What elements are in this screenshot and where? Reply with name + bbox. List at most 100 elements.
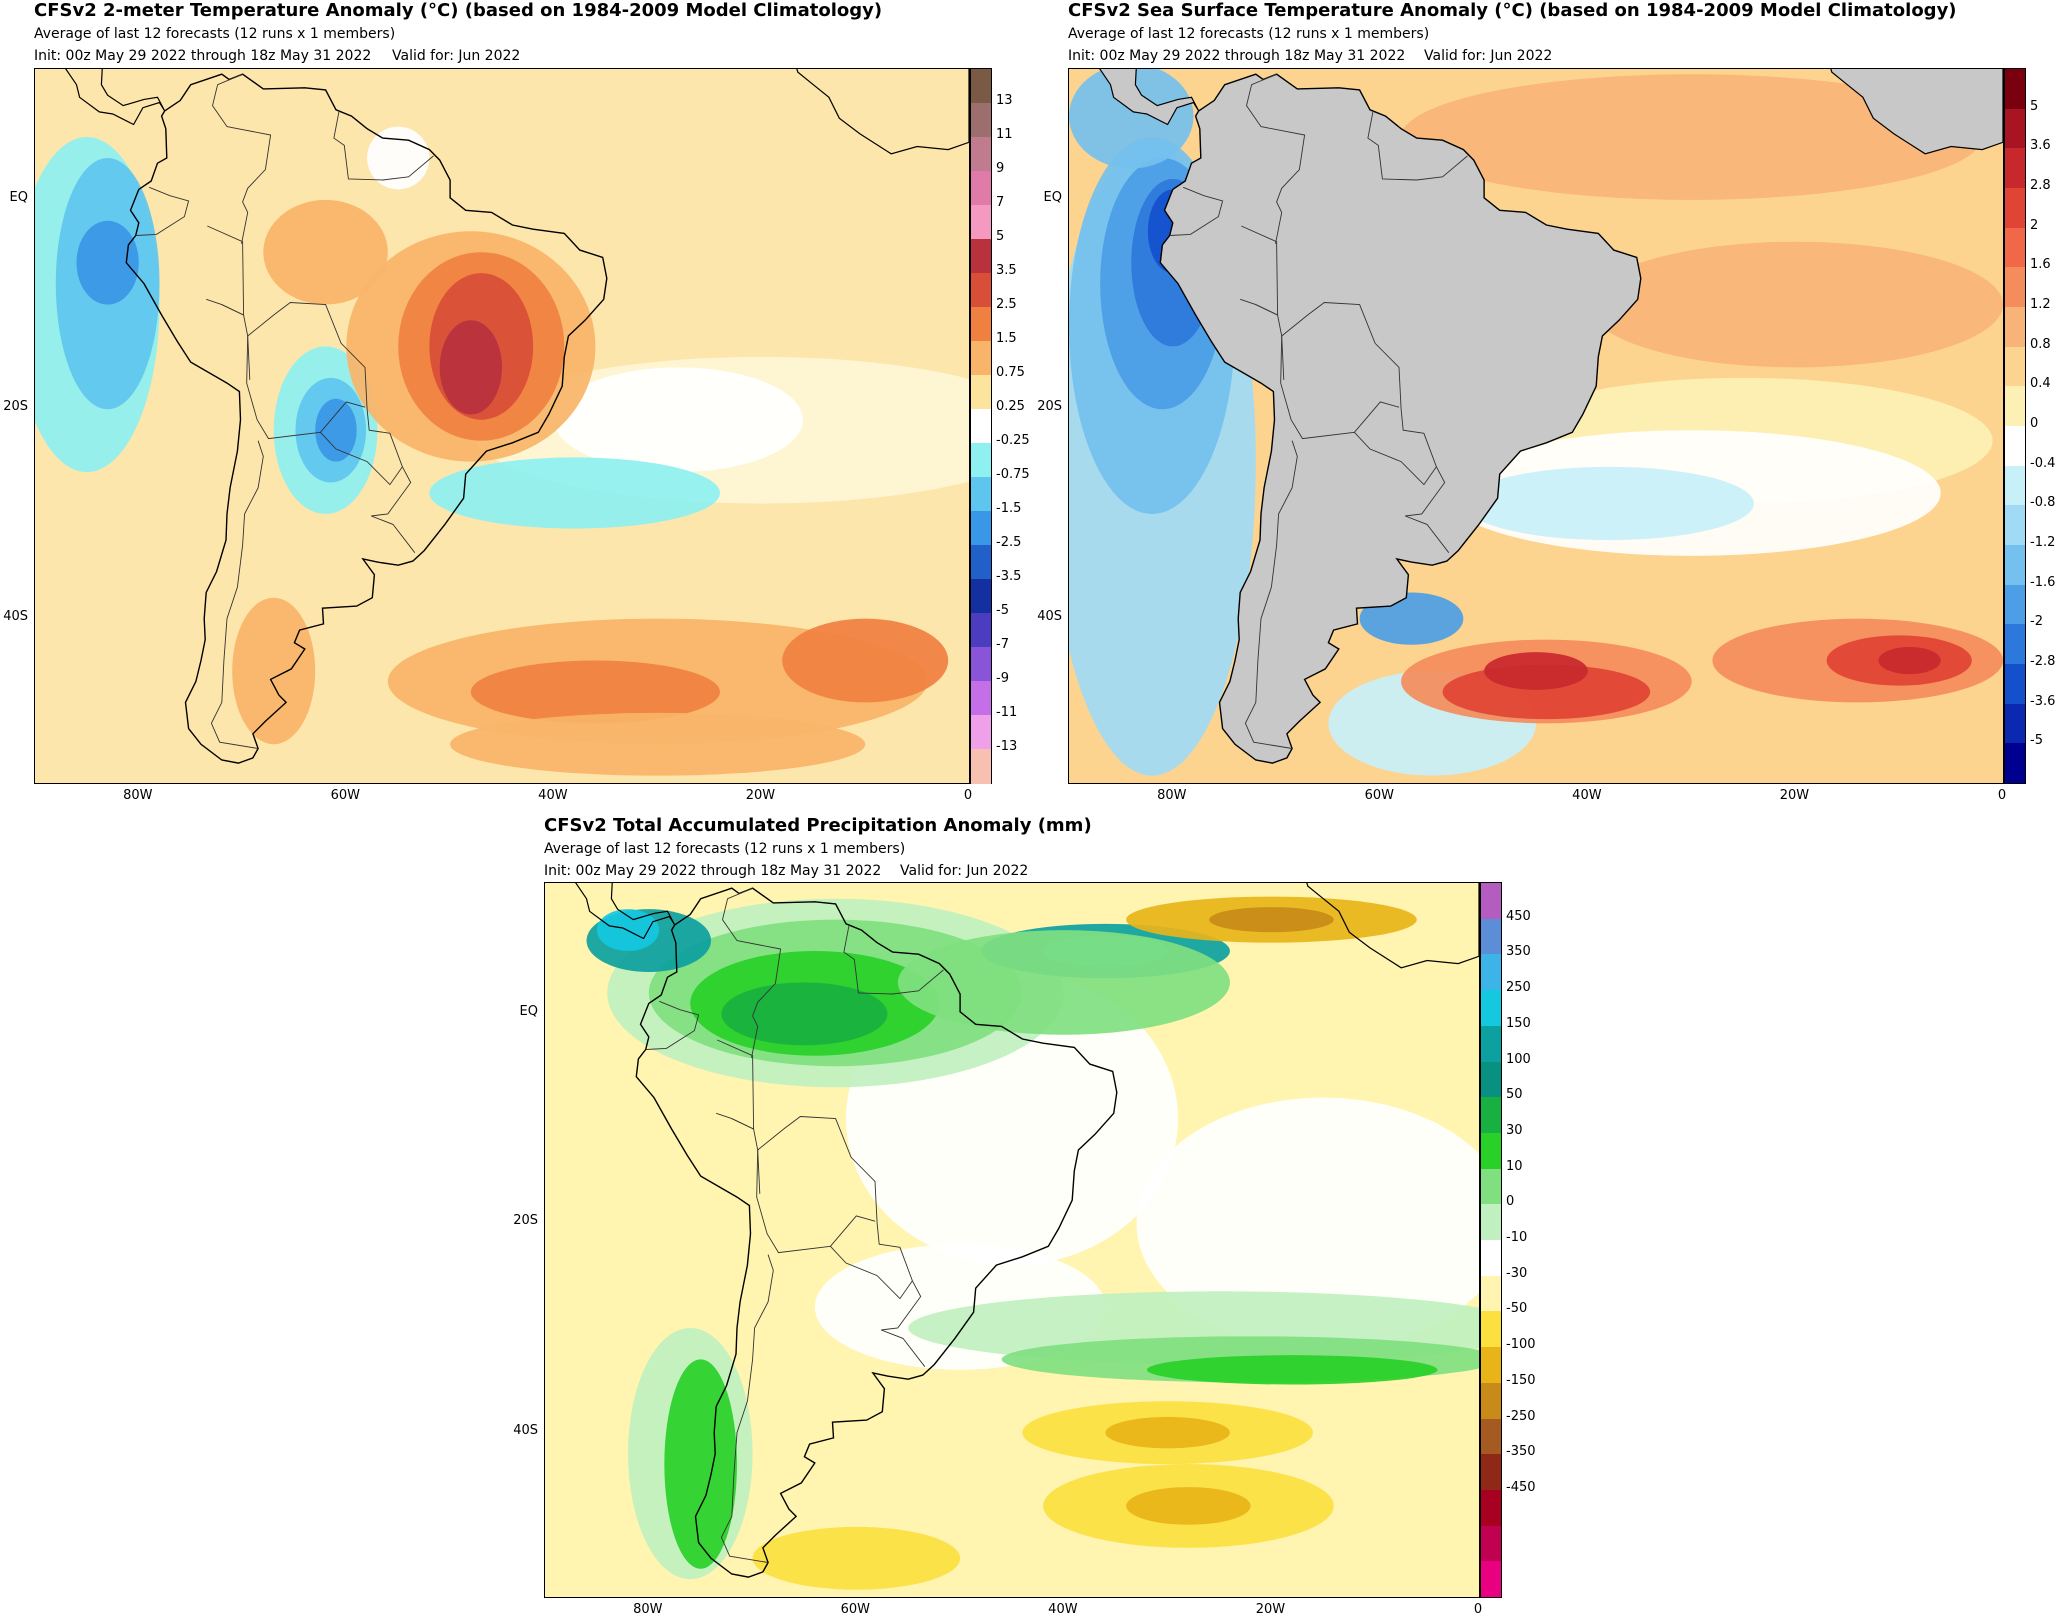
- colorbar-swatch: [971, 409, 991, 444]
- anomaly-contour: [1126, 1487, 1251, 1525]
- colorbar-swatch: [1481, 990, 1501, 1027]
- colorbar-swatch: [2005, 227, 2025, 268]
- anomaly-contour: [450, 712, 866, 776]
- colorbar-swatch: [971, 443, 991, 478]
- colorbar-swatch: [971, 137, 991, 172]
- anomaly-contour: [1136, 1097, 1479, 1349]
- colorbar-swatch: [1481, 1061, 1501, 1098]
- panel-valid: Valid for: Jun 2022: [392, 48, 521, 64]
- colorbar-tick-label: -0.8: [2030, 495, 2056, 511]
- t2m-map: [34, 68, 970, 784]
- colorbar-swatch: [2005, 386, 2025, 427]
- anomaly-contour: [1401, 74, 1983, 200]
- colorbar-swatch: [1481, 1168, 1501, 1205]
- colorbar-tick-label: -350: [1506, 1444, 1536, 1460]
- lat-tick-label: EQ: [9, 189, 28, 205]
- colorbar-tick-label: 2: [2030, 217, 2039, 233]
- colorbar-tick-label: 13: [996, 93, 1013, 108]
- colorbar-swatch: [971, 681, 991, 716]
- anomaly-contour: [897, 930, 1230, 1035]
- colorbar-tick-label: 250: [1506, 980, 1531, 996]
- country-border: [135, 186, 190, 236]
- panel-subtitle: Average of last 12 forecasts (12 runs x …: [34, 26, 396, 42]
- panel-title: CFSv2 2-meter Temperature Anomaly (°C) (…: [34, 0, 883, 21]
- anomaly-contour: [76, 220, 139, 305]
- colorbar-swatch: [2005, 584, 2025, 625]
- colorbar-swatch: [2005, 69, 2025, 110]
- colorbar-swatch: [2005, 108, 2025, 149]
- colorbar-tick-label: -30: [1506, 1265, 1528, 1281]
- colorbar-tick-label: 9: [996, 161, 1005, 176]
- lon-tick-label: 20W: [1255, 1602, 1286, 1617]
- colorbar-tick-label: -250: [1506, 1408, 1536, 1424]
- colorbar-tick-label: 10: [1506, 1158, 1523, 1174]
- colorbar-tick-label: 11: [996, 127, 1013, 142]
- lon-tick-label: 60W: [330, 788, 361, 803]
- colorbar-tick-label: -7: [996, 637, 1009, 652]
- country-border: [212, 73, 272, 244]
- colorbar-swatch: [1481, 1489, 1501, 1527]
- colorbar-swatch: [971, 171, 991, 206]
- prcp-colorbar: [1480, 882, 1502, 1598]
- panel-subtitle: Average of last 12 forecasts (12 runs x …: [544, 841, 906, 857]
- anomaly-contour: [439, 320, 502, 415]
- panel-title: CFSv2 Total Accumulated Precipitation An…: [544, 815, 1092, 836]
- colorbar-tick-label: -13: [996, 739, 1018, 754]
- anomaly-contour: [721, 982, 888, 1046]
- lat-tick-label: 20S: [3, 399, 28, 415]
- lat-tick-label: 40S: [1037, 608, 1062, 624]
- country-border: [1367, 110, 1468, 181]
- colorbar-tick-label: 1.2: [2030, 297, 2051, 312]
- colorbar-tick-label: -0.4: [2030, 455, 2056, 471]
- colorbar-swatch: [1481, 1454, 1501, 1491]
- colorbar-tick-label: 3.5: [996, 263, 1017, 278]
- country-border: [247, 302, 416, 553]
- colorbar-swatch: [2005, 664, 2025, 705]
- country-border: [1354, 431, 1437, 486]
- colorbar-swatch: [2005, 148, 2025, 189]
- lat-tick-label: 40S: [3, 608, 28, 624]
- lon-tick-label: 40W: [1048, 1602, 1078, 1617]
- anomaly-contour: [752, 1526, 961, 1590]
- country-border: [843, 924, 944, 995]
- country-border: [210, 440, 264, 749]
- anomaly-contour: [470, 660, 720, 724]
- colorbar-tick-label: 3.6: [2030, 138, 2051, 154]
- colorbar-tick-label: 450: [1506, 908, 1531, 924]
- south-america-coastline: [1159, 73, 1642, 764]
- colorbar-swatch: [971, 103, 991, 138]
- colorbar-swatch: [971, 579, 991, 614]
- colorbar-swatch: [2005, 307, 2025, 348]
- country-border: [333, 110, 434, 181]
- colorbar-tick-label: 30: [1506, 1122, 1523, 1138]
- anomaly-contour: [664, 1359, 737, 1569]
- sst-colorbar: [2004, 68, 2026, 784]
- colorbar-swatch: [2005, 465, 2025, 506]
- colorbar-tick-label: -9: [996, 671, 1009, 686]
- colorbar-swatch: [2005, 545, 2025, 586]
- t2m-colorbar: [970, 68, 992, 784]
- colorbar-swatch: [1481, 954, 1501, 991]
- colorbar-swatch: [1481, 883, 1501, 920]
- panel-init: Init: 00z May 29 2022 through 18z May 31…: [1068, 48, 1406, 64]
- panel-init: Init: 00z May 29 2022 through 18z May 31…: [34, 48, 372, 64]
- anomaly-contour: [782, 618, 949, 703]
- colorbar-tick-label: 100: [1506, 1051, 1531, 1067]
- colorbar-swatch: [1481, 1418, 1501, 1455]
- colorbar-tick-label: -2: [2030, 614, 2043, 630]
- map-canvas: [1069, 69, 2003, 783]
- panel-subtitle: Average of last 12 forecasts (12 runs x …: [1068, 26, 1430, 42]
- lat-tick-label: 20S: [513, 1213, 538, 1229]
- colorbar-tick-label: -3.5: [996, 569, 1022, 584]
- colorbar-swatch: [2005, 267, 2025, 308]
- colorbar-swatch: [2005, 426, 2025, 467]
- colorbar-tick-label: -100: [1506, 1337, 1536, 1353]
- country-border: [1169, 186, 1224, 236]
- colorbar-tick-label: -1.5: [996, 501, 1022, 516]
- central-america-coastline: [1099, 69, 1200, 126]
- country-border: [246, 335, 366, 440]
- colorbar-tick-label: -3.6: [2030, 693, 2056, 709]
- colorbar-tick-label: 0.75: [996, 365, 1025, 380]
- colorbar-tick-label: 0.25: [996, 399, 1025, 414]
- lon-tick-label: 0: [963, 788, 973, 803]
